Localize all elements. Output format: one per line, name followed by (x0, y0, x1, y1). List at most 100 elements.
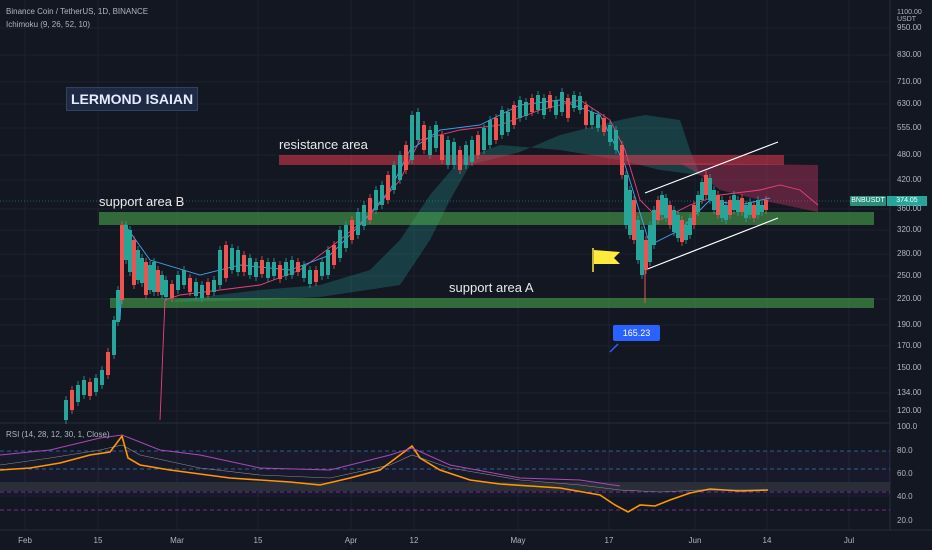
candle-body (88, 382, 92, 396)
candle-body (500, 110, 504, 135)
candle-body (132, 240, 136, 285)
candle-body (242, 255, 246, 272)
candle-body (278, 265, 282, 279)
candle-body (624, 175, 628, 225)
candle-body (590, 112, 594, 125)
time-tick-label: Feb (18, 536, 32, 545)
candle-body (428, 130, 432, 155)
price-tick-label: 280.00 (897, 249, 922, 258)
candle-body (230, 248, 234, 270)
candle-body (636, 220, 640, 260)
candle-body (640, 230, 644, 275)
candle-body (416, 112, 420, 140)
candle-body (266, 262, 270, 278)
price-tick-label: 555.00 (897, 123, 922, 132)
candle-body (560, 92, 564, 112)
ichimoku-cloud-bear (680, 163, 818, 212)
candle-body (70, 390, 74, 410)
candle-body (200, 285, 204, 298)
candle-body (512, 105, 516, 125)
candle-body (344, 225, 348, 248)
tenkan-line (119, 99, 771, 321)
candle-body (660, 195, 664, 215)
candle-body (64, 400, 68, 420)
candle-body (398, 155, 402, 180)
candle-body (236, 250, 240, 272)
candle-body (218, 250, 222, 285)
time-tick-label: 15 (253, 536, 263, 545)
candle-body (692, 205, 696, 225)
candle-body (614, 130, 618, 150)
candle-body (704, 175, 708, 195)
candle-body (578, 96, 582, 110)
resistance-zone (279, 155, 784, 165)
candle-body (688, 218, 692, 235)
candle-body (404, 145, 408, 170)
candle-body (752, 205, 756, 218)
candle-body (756, 200, 760, 215)
candle-body (712, 190, 716, 210)
candle-body (668, 205, 672, 225)
price-tick-label: 830.00 (897, 50, 922, 59)
time-tick-label: Apr (344, 536, 358, 545)
candle-body (82, 380, 86, 395)
candle-body (530, 98, 534, 112)
candle-body (76, 385, 80, 402)
rsi-ma-line (0, 434, 621, 487)
candle-body (248, 258, 252, 275)
rsi-tick-label: 80.0 (897, 446, 913, 455)
price-tick-label: 120.00 (897, 406, 922, 415)
ichimoku-cloud-bull (175, 115, 700, 302)
candle-body (482, 128, 486, 150)
ichimoku-legend[interactable]: Ichimoku (9, 26, 52, 10) (6, 20, 91, 29)
current-symbol-tag: BNBUSDT (850, 196, 886, 206)
price-axis-top-value: 1100.00 (897, 9, 922, 16)
resistance-label: resistance area (279, 137, 368, 152)
symbol-legend[interactable]: Binance Coin / TetherUS, 1D, BINANCE (6, 7, 149, 16)
price-tick-label: 630.00 (897, 99, 922, 108)
candle-body (700, 182, 704, 200)
time-tick-label: 17 (604, 536, 614, 545)
callout-pointer (609, 343, 619, 353)
candle-body (326, 250, 330, 275)
candle-body (644, 240, 648, 270)
candle-body (272, 262, 276, 276)
candle-body (206, 282, 210, 295)
price-tick-label: 480.00 (897, 150, 922, 159)
price-tick-label: 250.00 (897, 271, 922, 280)
candle-body (728, 200, 732, 215)
candle-body (572, 95, 576, 108)
candle-body (112, 320, 116, 355)
candle-body (152, 262, 156, 292)
time-tick-label: 12 (409, 536, 419, 545)
rsi-legend[interactable]: RSI (14, 28, 12, 30, 1, Close) (6, 430, 110, 439)
price-axis-currency: USDT (897, 16, 917, 23)
kijun-line (159, 99, 819, 421)
candle-body (684, 225, 688, 240)
time-tick-label: 15 (93, 536, 103, 545)
candle-body (392, 165, 396, 190)
candle-body (320, 262, 324, 276)
candle-body (148, 265, 152, 290)
candle-body (224, 245, 228, 278)
rsi-tick-label: 100.0 (897, 422, 918, 431)
candle-body (116, 290, 120, 322)
low-price-callout: 165.23 (613, 325, 660, 341)
support-zone-a (110, 298, 874, 308)
price-tick-label: 170.00 (897, 341, 922, 350)
candle-body (212, 280, 216, 292)
candle-body (188, 278, 192, 292)
candle-body (748, 202, 752, 215)
candle-body (464, 145, 468, 165)
candle-body (128, 230, 132, 272)
candle-body (338, 230, 342, 258)
candle-body (194, 282, 198, 296)
candle-body (652, 210, 656, 245)
candle-body (350, 220, 354, 240)
candle-body (296, 262, 300, 272)
price-tick-label: 190.00 (897, 320, 922, 329)
candle-body (156, 270, 160, 292)
candle-body (548, 95, 552, 108)
